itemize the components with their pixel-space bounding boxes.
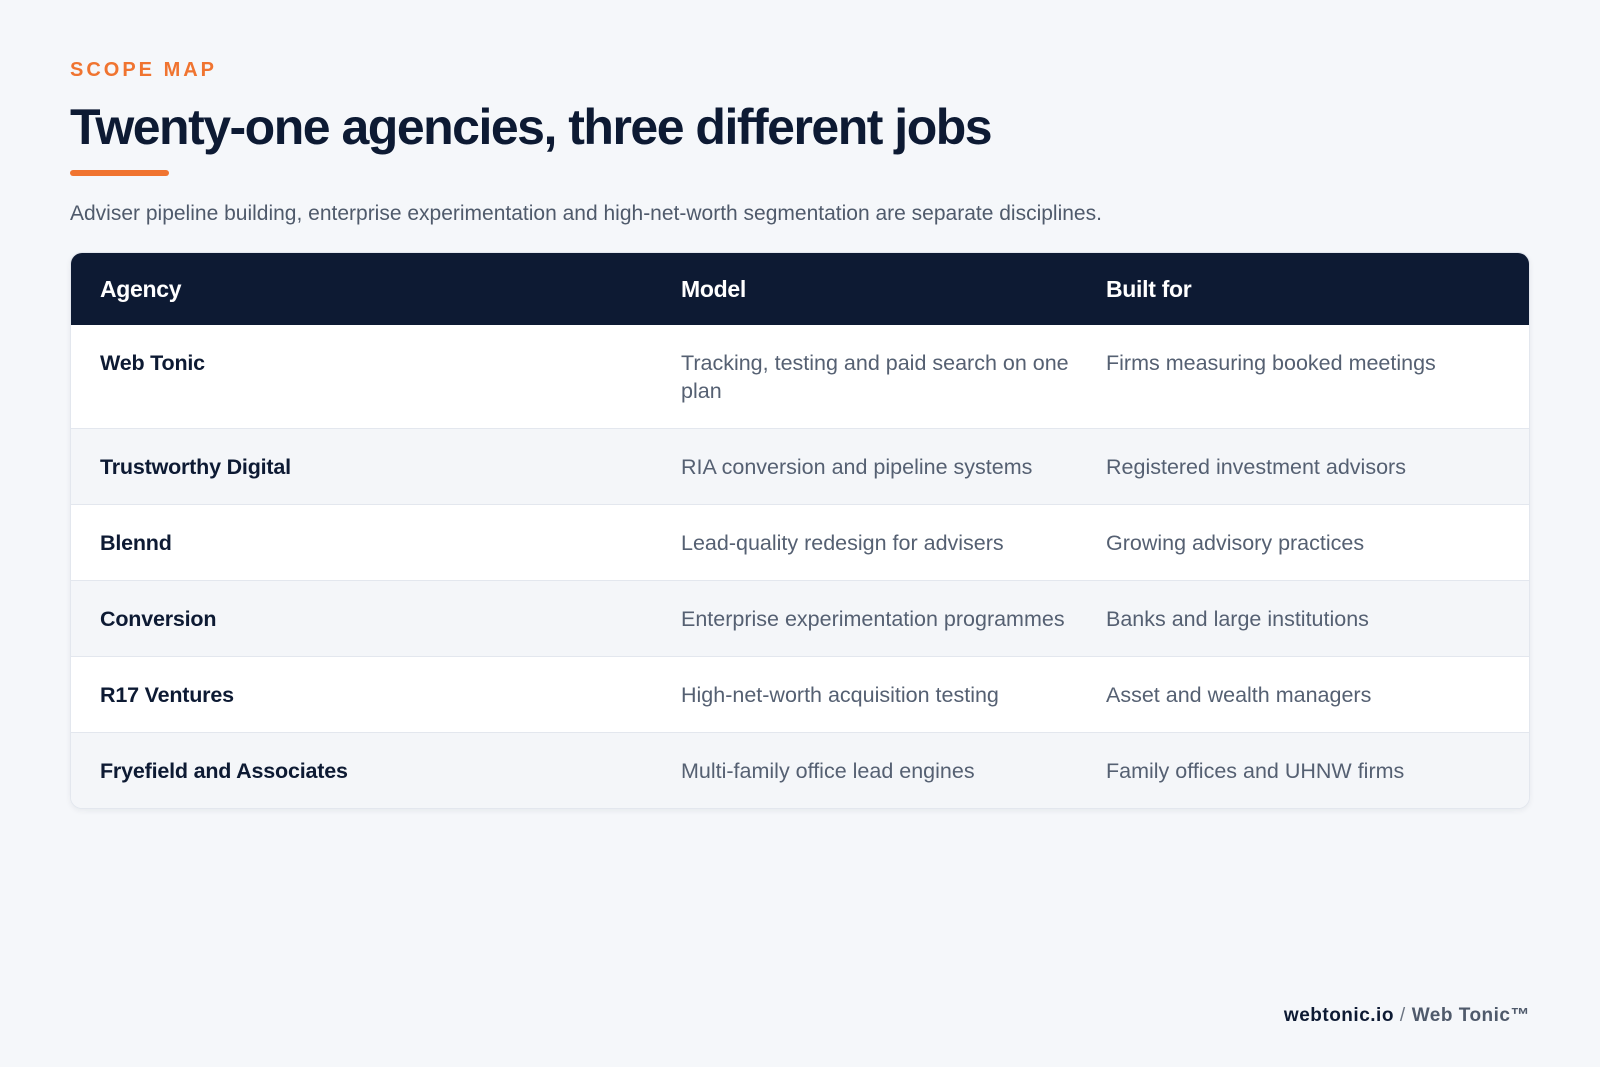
model-cell: Tracking, testing and paid search on one… <box>681 351 1069 403</box>
scope-table: Agency Model Built for Web Tonic Trackin… <box>71 253 1529 808</box>
model-cell: High-net-worth acquisition testing <box>681 683 999 707</box>
table-row: Web Tonic Tracking, testing and paid sea… <box>71 325 1529 429</box>
agency-cell: Conversion <box>100 607 217 631</box>
table-row: Trustworthy Digital RIA conversion and p… <box>71 428 1529 505</box>
column-header-agency: Agency <box>100 275 182 302</box>
model-cell: Lead-quality redesign for advisers <box>681 531 1004 555</box>
built-for-cell: Banks and large institutions <box>1106 607 1369 631</box>
table-body: Web Tonic Tracking, testing and paid sea… <box>71 325 1529 808</box>
table-row: R17 Ventures High-net-worth acquisition … <box>71 656 1529 733</box>
footer-separator: / <box>1399 1005 1406 1026</box>
agency-cell: Blennd <box>100 531 172 555</box>
agency-cell: R17 Ventures <box>100 683 234 707</box>
column-header-model: Model <box>681 275 746 302</box>
built-for-cell: Firms measuring booked meetings <box>1106 351 1436 375</box>
footer-site: webtonic.io <box>1283 1005 1394 1026</box>
built-for-cell: Growing advisory practices <box>1106 531 1365 555</box>
model-cell: RIA conversion and pipeline systems <box>681 455 1033 479</box>
built-for-cell: Asset and wealth managers <box>1106 683 1372 707</box>
table-row: Conversion Enterprise experimentation pr… <box>71 580 1529 657</box>
footer-brand: Web Tonic™ <box>1411 1005 1530 1026</box>
scope-table-card: Agency Model Built for Web Tonic Trackin… <box>70 252 1530 809</box>
page-title: Twenty-one agencies, three different job… <box>70 99 993 155</box>
agency-cell: Web Tonic <box>100 351 205 375</box>
table-header: Agency Model Built for <box>71 253 1529 325</box>
column-header-built-for: Built for <box>1106 275 1192 302</box>
page-subtitle: Adviser pipeline building, enterprise ex… <box>70 202 1102 225</box>
built-for-cell: Registered investment advisors <box>1106 455 1406 479</box>
section-eyebrow: SCOPE MAP <box>70 59 218 81</box>
model-cell: Enterprise experimentation programmes <box>681 607 1065 631</box>
table-row: Fryefield and Associates Multi-family of… <box>71 732 1529 808</box>
footer-credit: webtonic.io / Web Tonic™ <box>1284 1005 1530 1027</box>
table-header-row: Agency Model Built for <box>71 253 1529 325</box>
title-accent-rule <box>70 170 169 176</box>
model-cell: Multi-family office lead engines <box>681 759 975 783</box>
agency-cell: Fryefield and Associates <box>100 759 348 783</box>
agency-cell: Trustworthy Digital <box>100 455 291 479</box>
built-for-cell: Family offices and UHNW firms <box>1106 759 1405 783</box>
table-row: Blennd Lead-quality redesign for adviser… <box>71 504 1529 581</box>
